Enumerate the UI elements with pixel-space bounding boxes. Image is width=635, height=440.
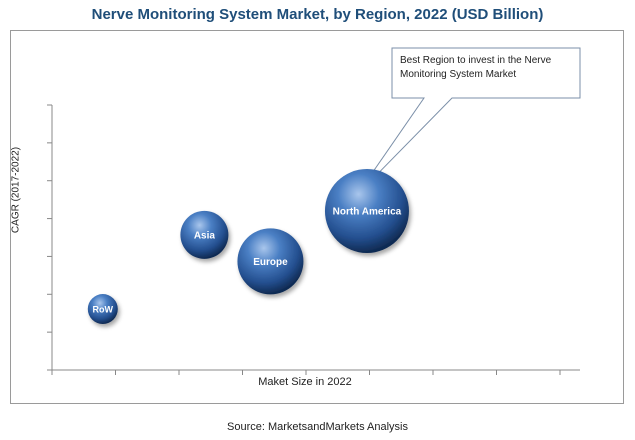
source-note: Source: MarketsandMarkets Analysis [227, 421, 408, 433]
bubble-north-america: North America [324, 169, 409, 253]
bubble-asia: Asia [180, 210, 229, 259]
chart-frame [10, 30, 624, 404]
bubble-label: North America [333, 207, 402, 218]
chart-title: Nerve Monitoring System Market, by Regio… [91, 6, 544, 23]
annotation-callout [356, 47, 581, 196]
bubble-label: Asia [194, 230, 216, 241]
bubble-shape [324, 169, 409, 253]
bubble-europe: Europe [237, 228, 304, 295]
axes [47, 104, 580, 375]
x-axis-label: Maket Size in 2022 [258, 376, 352, 388]
annotation-line-1: Best Region to invest in the Nerve [400, 55, 552, 66]
bubbles: RoW Asia Europe North America [87, 169, 409, 325]
annotation-line-2: Monitoring System Market [400, 69, 517, 80]
bubble-label: RoW [93, 304, 114, 314]
bubble-shape [180, 210, 229, 259]
bubble-shape [237, 228, 304, 295]
bubble-shape [87, 294, 118, 325]
annotation-text: Best Region to invest in the Nerve Monit… [392, 48, 580, 98]
bubble-row: RoW [87, 294, 118, 325]
bubble-label: Europe [253, 257, 288, 268]
